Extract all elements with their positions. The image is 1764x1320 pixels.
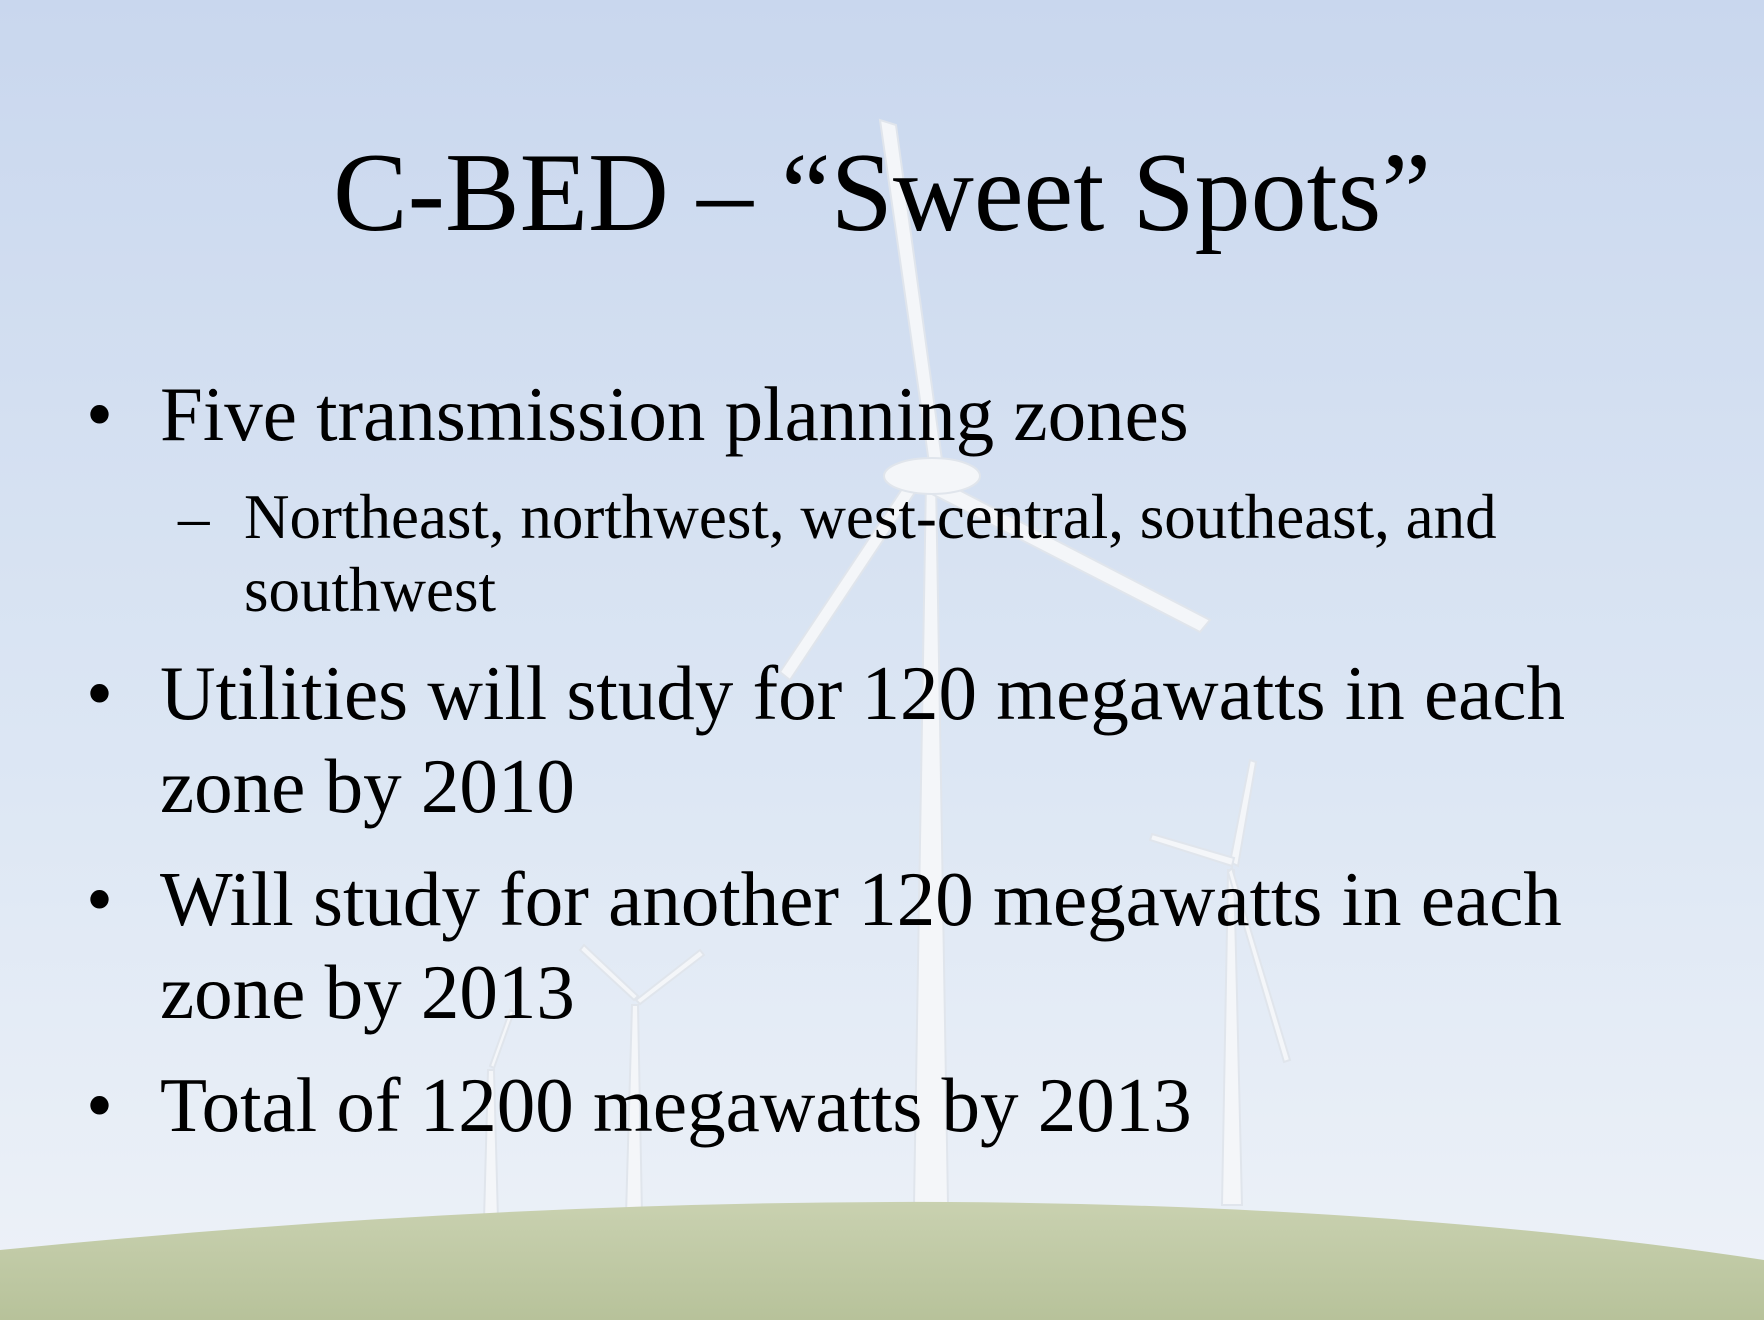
bullet-list: Five transmission planning zones –Northea… [0,368,1764,1172]
sub-item: –Northeast, northwest, west-central, sou… [0,481,1639,627]
slide-title: C-BED – “Sweet Spots” [0,128,1764,258]
bullet-item: Five transmission planning zones [0,368,1580,461]
sub-text: Northeast, northwest, west-central, sout… [244,482,1497,625]
sub-marker: – [178,481,210,554]
bullet-item: Utilities will study for 120 megawatts i… [0,647,1580,833]
bullet-item: Will study for another 120 megawatts in … [0,853,1580,1039]
slide: {"title": "C-BED \u2013 \u201cSweet Spot… [0,0,1764,1320]
bullet-item: Total of 1200 megawatts by 2013 [0,1059,1580,1152]
